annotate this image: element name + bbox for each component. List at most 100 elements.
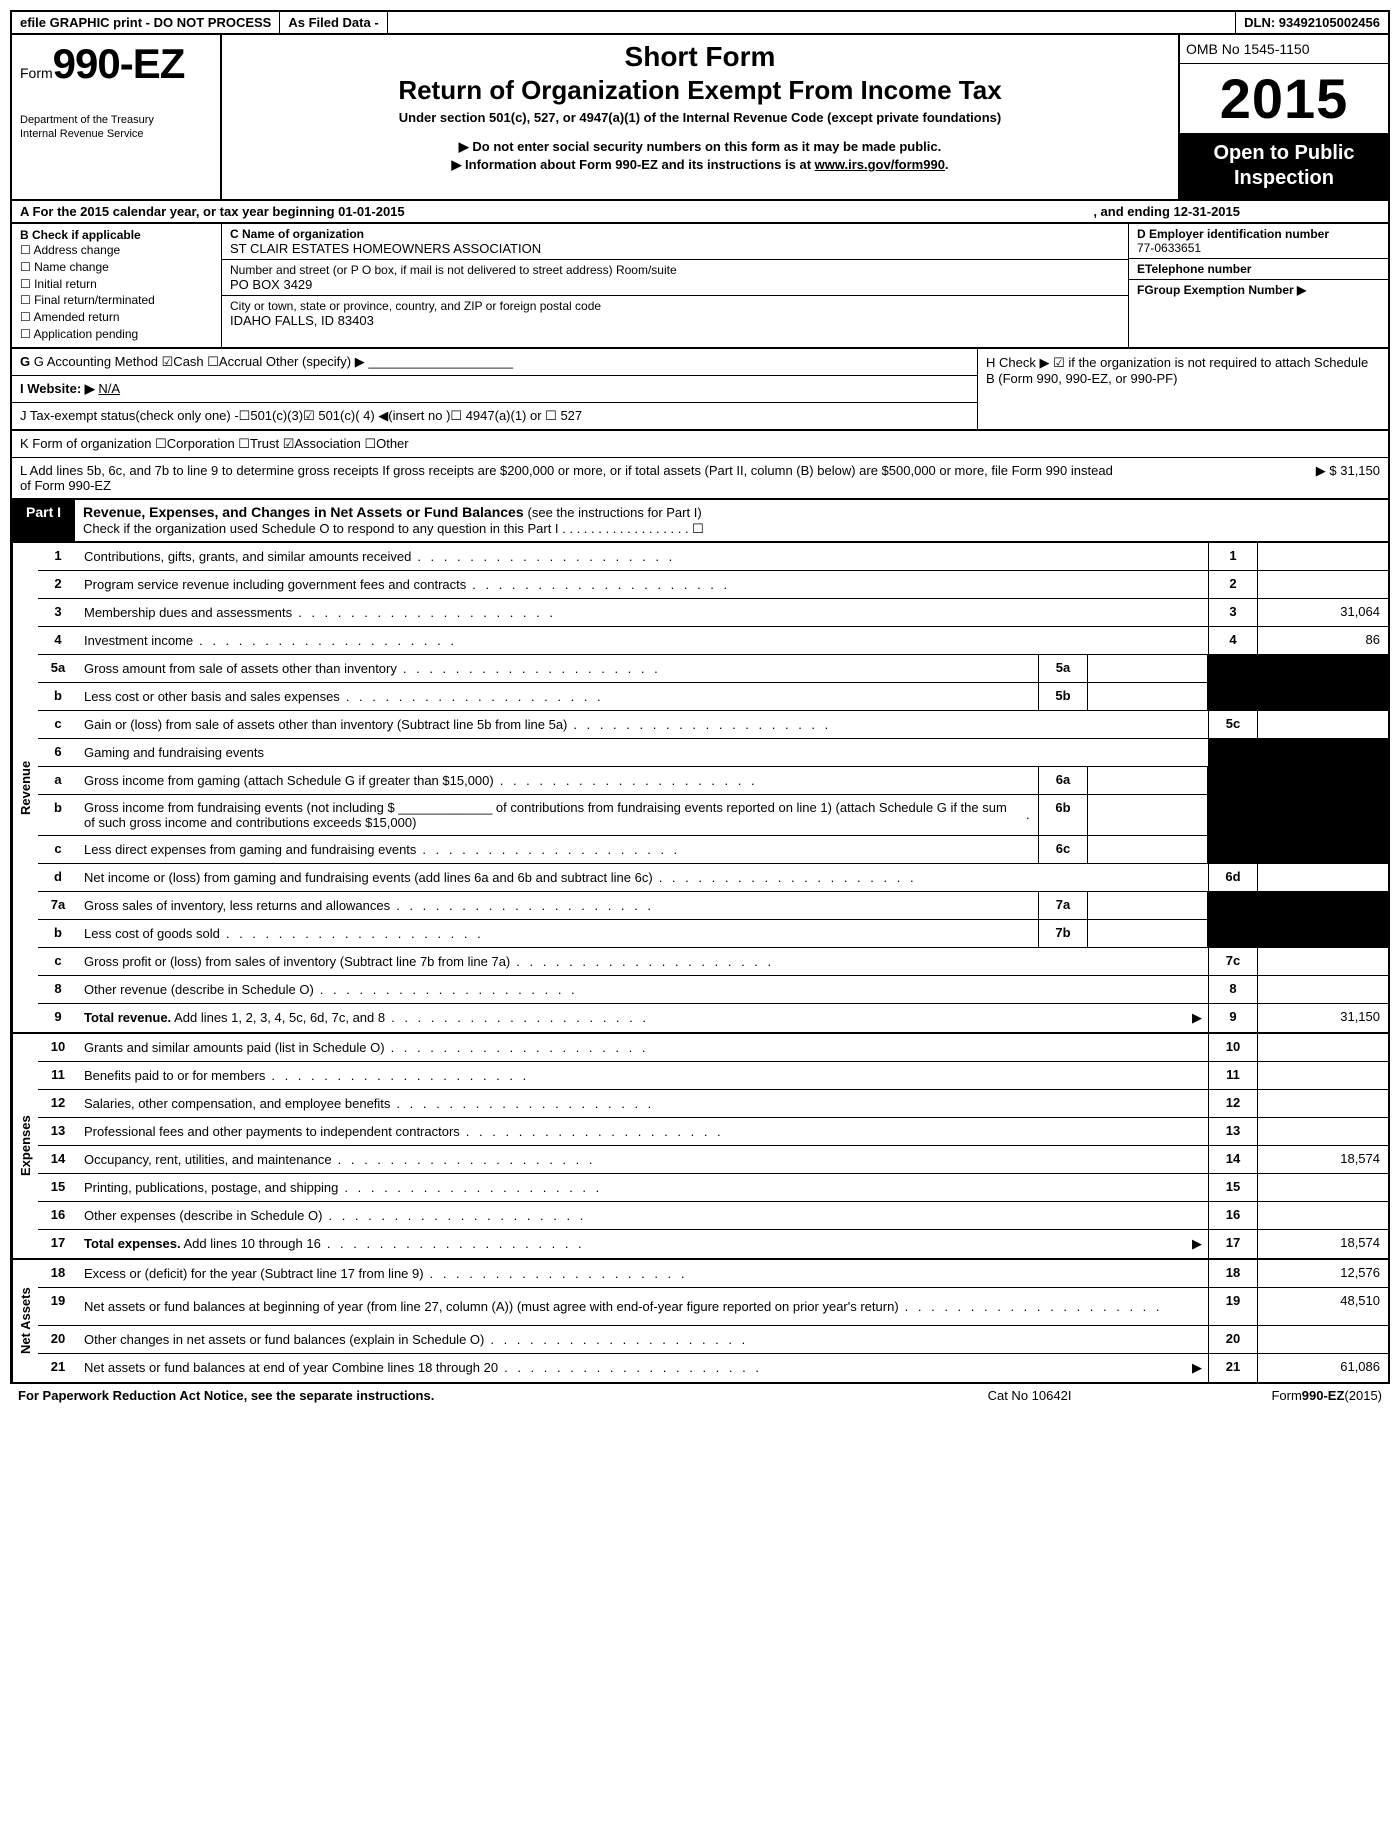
line-box-number: 7c <box>1208 948 1258 975</box>
line-box-number: 4 <box>1208 627 1258 654</box>
line-value <box>1258 1090 1388 1117</box>
form-line: 5aGross amount from sale of assets other… <box>38 655 1388 683</box>
line-description: Less cost or other basis and sales expen… <box>78 683 1038 710</box>
form-line: 20Other changes in net assets or fund ba… <box>38 1326 1388 1354</box>
line-description: Less direct expenses from gaming and fun… <box>78 836 1038 863</box>
website-value: N/A <box>98 381 120 396</box>
form-prefix: Form <box>20 65 53 81</box>
form-line: cGross profit or (loss) from sales of in… <box>38 948 1388 976</box>
cb-amended-return[interactable]: Amended return <box>20 309 213 326</box>
line-box-number: 1 <box>1208 543 1258 570</box>
line-description: Gross amount from sale of assets other t… <box>78 655 1038 682</box>
irs-label: Internal Revenue Service <box>20 127 212 141</box>
form-line: 18Excess or (deficit) for the year (Subt… <box>38 1260 1388 1288</box>
line-number: 11 <box>38 1062 78 1089</box>
page-footer: For Paperwork Reduction Act Notice, see … <box>10 1384 1390 1407</box>
line-value: 31,064 <box>1258 599 1388 626</box>
line-description: Total revenue. Add lines 1, 2, 3, 4, 5c,… <box>78 1004 1208 1032</box>
line-value <box>1258 976 1388 1003</box>
cb-application-pending[interactable]: Application pending <box>20 326 213 343</box>
subline-value <box>1088 836 1208 863</box>
arrow-icon: ▶ <box>1192 1010 1202 1026</box>
expenses-section: Expenses 10Grants and similar amounts pa… <box>10 1034 1390 1260</box>
line-value <box>1258 1202 1388 1229</box>
revenue-side-label: Revenue <box>12 543 38 1032</box>
subline-value <box>1088 683 1208 710</box>
line-number: b <box>38 683 78 710</box>
line-number: 7a <box>38 892 78 919</box>
line-box-number: 3 <box>1208 599 1258 626</box>
cb-final-return[interactable]: Final return/terminated <box>20 292 213 309</box>
org-name: ST CLAIR ESTATES HOMEOWNERS ASSOCIATION <box>230 241 541 256</box>
form-line: 7aGross sales of inventory, less returns… <box>38 892 1388 920</box>
omb-number: OMB No 1545-1150 <box>1180 35 1388 64</box>
public-inspection: Open to Public Inspection <box>1180 133 1388 199</box>
line-value <box>1258 571 1388 598</box>
line-description: Contributions, gifts, grants, and simila… <box>78 543 1208 570</box>
line-number: 17 <box>38 1230 78 1258</box>
form-line: 13Professional fees and other payments t… <box>38 1118 1388 1146</box>
line-box-number: 13 <box>1208 1118 1258 1145</box>
form-line: 17Total expenses. Add lines 10 through 1… <box>38 1230 1388 1258</box>
line-box-number: 19 <box>1208 1288 1258 1325</box>
city-label: City or town, state or province, country… <box>230 299 601 313</box>
subline-box: 7b <box>1038 920 1088 947</box>
line-value <box>1258 543 1388 570</box>
line-box-number: 12 <box>1208 1090 1258 1117</box>
ein-value: 77-0633651 <box>1137 241 1201 255</box>
subline-value <box>1088 655 1208 682</box>
line-number: 10 <box>38 1034 78 1061</box>
irs-link[interactable]: www.irs.gov/form990 <box>815 157 945 172</box>
line-number: 1 <box>38 543 78 570</box>
line-number: b <box>38 795 78 835</box>
title-return: Return of Organization Exempt From Incom… <box>232 75 1168 106</box>
line-box-number: 6d <box>1208 864 1258 891</box>
netassets-section: Net Assets 18Excess or (deficit) for the… <box>10 1260 1390 1384</box>
form-number: 990-EZ <box>53 40 185 87</box>
row-g: G G Accounting Method ☑Cash ☐Accrual Oth… <box>12 349 977 376</box>
dept-treasury: Department of the Treasury <box>20 113 212 127</box>
part-1-label: Part I <box>12 500 75 541</box>
line-number: 15 <box>38 1174 78 1201</box>
section-b: B Check if applicable Address change Nam… <box>12 224 222 347</box>
form-line: cLess direct expenses from gaming and fu… <box>38 836 1388 864</box>
cb-initial-return[interactable]: Initial return <box>20 276 213 293</box>
line-description: Salaries, other compensation, and employ… <box>78 1090 1208 1117</box>
form-line: 21Net assets or fund balances at end of … <box>38 1354 1388 1382</box>
line-number: 16 <box>38 1202 78 1229</box>
line-box-number: 20 <box>1208 1326 1258 1353</box>
addr-value: PO BOX 3429 <box>230 277 312 292</box>
top-bar: efile GRAPHIC print - DO NOT PROCESS As … <box>10 10 1390 35</box>
cb-address-change[interactable]: Address change <box>20 242 213 259</box>
ssn-warning: ▶ Do not enter social security numbers o… <box>232 139 1168 155</box>
addr-label: Number and street (or P O box, if mail i… <box>230 263 677 277</box>
form-line: aGross income from gaming (attach Schedu… <box>38 767 1388 795</box>
line-value: 48,510 <box>1258 1288 1388 1325</box>
info-line: ▶ Information about Form 990-EZ and its … <box>232 157 1168 173</box>
line-description: Net income or (loss) from gaming and fun… <box>78 864 1208 891</box>
line-description: Membership dues and assessments . . . . … <box>78 599 1208 626</box>
section-b-c-d: B Check if applicable Address change Nam… <box>10 224 1390 349</box>
expenses-side-label: Expenses <box>12 1034 38 1258</box>
form-line: 12Salaries, other compensation, and empl… <box>38 1090 1388 1118</box>
line-value: 86 <box>1258 627 1388 654</box>
line-box-number: 16 <box>1208 1202 1258 1229</box>
cb-name-change[interactable]: Name change <box>20 259 213 276</box>
line-value: 12,576 <box>1258 1260 1388 1287</box>
line-description: Gross profit or (loss) from sales of inv… <box>78 948 1208 975</box>
line-value <box>1258 1062 1388 1089</box>
form-footer-label: Form990-EZ(2015) <box>1271 1388 1382 1403</box>
form-line: 6Gaming and fundraising events <box>38 739 1388 767</box>
arrow-icon: ▶ <box>1192 1360 1202 1376</box>
form-line: 19Net assets or fund balances at beginni… <box>38 1288 1388 1326</box>
arrow-icon: ▶ <box>1192 1236 1202 1252</box>
row-k: K Form of organization ☐Corporation ☐Tru… <box>12 431 1388 458</box>
line-value: 18,574 <box>1258 1146 1388 1173</box>
title-short-form: Short Form <box>232 41 1168 73</box>
dln-number: DLN: 93492105002456 <box>1236 12 1388 33</box>
row-l: L Add lines 5b, 6c, and 7b to line 9 to … <box>12 458 1388 498</box>
form-line: 1Contributions, gifts, grants, and simil… <box>38 543 1388 571</box>
subline-box: 6c <box>1038 836 1088 863</box>
line-number: 12 <box>38 1090 78 1117</box>
line-value <box>1258 1174 1388 1201</box>
